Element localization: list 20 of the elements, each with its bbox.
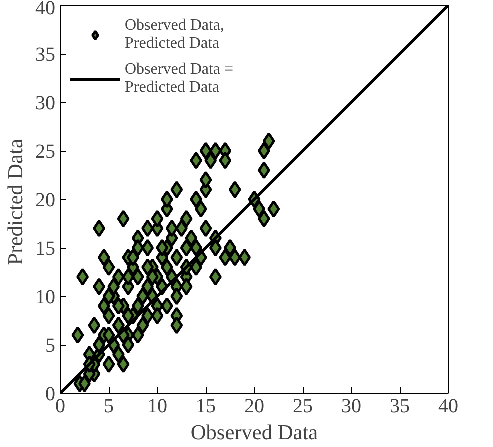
y-tick-label: 15 <box>36 238 56 260</box>
y-tick-label: 25 <box>36 141 56 163</box>
legend-label: Observed Data = Predicted Data <box>125 60 234 98</box>
y-tick-label: 40 <box>36 0 56 20</box>
x-tick-label: 15 <box>196 396 216 418</box>
x-axis-title: Observed Data <box>190 420 319 444</box>
legend-label: Observed Data, Predicted Data <box>125 16 225 54</box>
y-tick-label: 20 <box>36 190 56 212</box>
y-tick-label: 5 <box>46 335 56 357</box>
x-tick-label: 20 <box>244 396 264 418</box>
x-tick-label: 30 <box>342 396 362 418</box>
x-tick-label: 25 <box>293 396 313 418</box>
x-tick-label: 5 <box>104 396 114 418</box>
y-tick-label: 35 <box>36 44 56 66</box>
x-tick-label: 35 <box>390 396 410 418</box>
y-tick-label: 30 <box>36 92 56 114</box>
y-axis-title: Predicted Data <box>4 138 28 266</box>
x-tick-label: 40 <box>438 396 458 418</box>
x-tick-label: 10 <box>148 396 168 418</box>
y-tick-label: 10 <box>36 286 56 308</box>
